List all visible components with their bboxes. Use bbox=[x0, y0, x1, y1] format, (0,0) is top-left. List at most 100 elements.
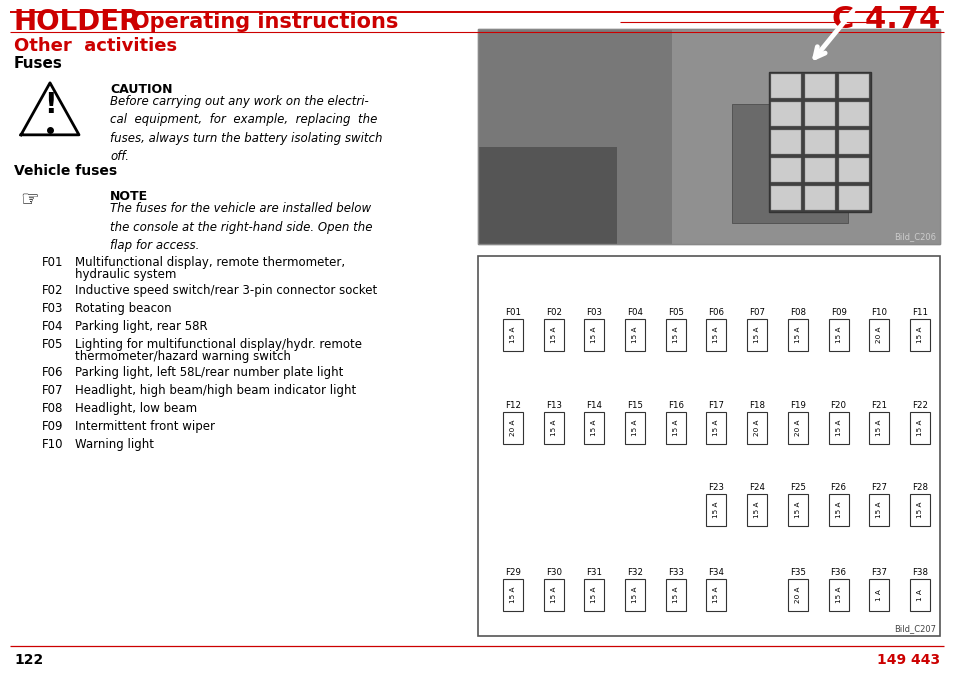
Text: F04: F04 bbox=[626, 308, 642, 317]
Text: F29: F29 bbox=[504, 568, 520, 577]
Bar bbox=[868, 494, 888, 526]
Text: 15 A: 15 A bbox=[916, 420, 923, 436]
Bar bbox=[502, 579, 522, 611]
Bar bbox=[584, 319, 604, 351]
Text: 20 A: 20 A bbox=[794, 587, 801, 603]
Text: F01: F01 bbox=[504, 308, 520, 317]
Bar bbox=[543, 319, 563, 351]
Bar bbox=[828, 494, 848, 526]
Bar bbox=[477, 147, 616, 244]
Text: F07: F07 bbox=[42, 384, 64, 397]
Text: F33: F33 bbox=[667, 568, 683, 577]
Bar bbox=[746, 494, 766, 526]
Text: 122: 122 bbox=[14, 653, 43, 667]
Text: F28: F28 bbox=[911, 483, 927, 492]
Text: 15 A: 15 A bbox=[916, 501, 923, 518]
Text: F13: F13 bbox=[545, 401, 561, 410]
Bar bbox=[909, 319, 929, 351]
Text: F06: F06 bbox=[708, 308, 723, 317]
Bar bbox=[909, 494, 929, 526]
Bar bbox=[828, 319, 848, 351]
Text: F22: F22 bbox=[911, 401, 927, 410]
Text: 15 A: 15 A bbox=[713, 587, 719, 603]
Bar bbox=[787, 319, 807, 351]
Text: F03: F03 bbox=[586, 308, 601, 317]
Text: The fuses for the vehicle are installed below
the console at the right-hand side: The fuses for the vehicle are installed … bbox=[110, 202, 372, 252]
Text: Lighting for multifunctional display/hydr. remote: Lighting for multifunctional display/hyd… bbox=[75, 338, 361, 351]
Text: Intermittent front wiper: Intermittent front wiper bbox=[75, 420, 214, 433]
Text: 15 A: 15 A bbox=[672, 587, 679, 603]
Text: Inductive speed switch/rear 3-pin connector socket: Inductive speed switch/rear 3-pin connec… bbox=[75, 284, 376, 297]
Bar bbox=[624, 579, 644, 611]
Bar bbox=[838, 130, 868, 154]
Text: F37: F37 bbox=[870, 568, 886, 577]
Bar bbox=[584, 412, 604, 444]
Text: CAUTION: CAUTION bbox=[110, 83, 172, 96]
Bar bbox=[868, 319, 888, 351]
Text: Parking light, rear 58R: Parking light, rear 58R bbox=[75, 320, 208, 333]
Bar bbox=[477, 29, 671, 244]
Text: 1 A: 1 A bbox=[916, 589, 923, 601]
Bar bbox=[804, 158, 834, 182]
Text: hydraulic system: hydraulic system bbox=[75, 268, 176, 281]
Text: 15 A: 15 A bbox=[835, 501, 841, 518]
Bar bbox=[787, 579, 807, 611]
Text: 15 A: 15 A bbox=[591, 327, 597, 343]
Text: F08: F08 bbox=[42, 402, 63, 415]
Text: F27: F27 bbox=[870, 483, 886, 492]
Text: F17: F17 bbox=[708, 401, 723, 410]
Bar bbox=[624, 319, 644, 351]
Bar bbox=[731, 104, 846, 222]
Bar bbox=[665, 412, 685, 444]
Bar bbox=[868, 412, 888, 444]
Text: Rotating beacon: Rotating beacon bbox=[75, 302, 172, 315]
Bar bbox=[477, 29, 939, 244]
Bar bbox=[665, 579, 685, 611]
Bar bbox=[624, 412, 644, 444]
Text: 15 A: 15 A bbox=[510, 327, 516, 343]
Bar bbox=[746, 319, 766, 351]
Bar bbox=[502, 412, 522, 444]
Text: Headlight, low beam: Headlight, low beam bbox=[75, 402, 197, 415]
Bar bbox=[909, 579, 929, 611]
Text: F36: F36 bbox=[830, 568, 845, 577]
Text: F14: F14 bbox=[586, 401, 601, 410]
Text: 15 A: 15 A bbox=[754, 501, 760, 518]
Text: 149 443: 149 443 bbox=[876, 653, 939, 667]
Text: 15 A: 15 A bbox=[713, 420, 719, 436]
Text: 15 A: 15 A bbox=[550, 327, 557, 343]
Text: Operating instructions: Operating instructions bbox=[132, 12, 398, 32]
Text: F04: F04 bbox=[42, 320, 64, 333]
Text: 15 A: 15 A bbox=[510, 587, 516, 603]
Text: 15 A: 15 A bbox=[591, 420, 597, 436]
Text: 20 A: 20 A bbox=[876, 327, 882, 343]
Bar bbox=[543, 412, 563, 444]
Polygon shape bbox=[21, 83, 79, 135]
Text: thermometer/hazard warning switch: thermometer/hazard warning switch bbox=[75, 350, 291, 363]
Text: 15 A: 15 A bbox=[550, 420, 557, 436]
Bar bbox=[665, 319, 685, 351]
Bar bbox=[706, 494, 726, 526]
Text: F21: F21 bbox=[870, 401, 886, 410]
Text: F31: F31 bbox=[586, 568, 601, 577]
Text: 1 A: 1 A bbox=[876, 589, 882, 601]
Text: Parking light, left 58L/rear number plate light: Parking light, left 58L/rear number plat… bbox=[75, 366, 343, 379]
Text: F35: F35 bbox=[789, 568, 805, 577]
Text: F18: F18 bbox=[748, 401, 764, 410]
Text: 20 A: 20 A bbox=[510, 420, 516, 436]
Text: F03: F03 bbox=[42, 302, 63, 315]
Bar bbox=[828, 412, 848, 444]
Text: F26: F26 bbox=[830, 483, 845, 492]
Text: 15 A: 15 A bbox=[876, 420, 882, 436]
Text: 15 A: 15 A bbox=[632, 327, 638, 343]
Bar bbox=[770, 74, 801, 98]
Text: Bild_C207: Bild_C207 bbox=[893, 624, 935, 633]
Text: 15 A: 15 A bbox=[835, 420, 841, 436]
Text: F09: F09 bbox=[830, 308, 845, 317]
Bar bbox=[838, 186, 868, 210]
Text: Before carrying out any work on the electri-
cal  equipment,  for  example,  rep: Before carrying out any work on the elec… bbox=[110, 95, 382, 164]
Text: F34: F34 bbox=[708, 568, 723, 577]
Text: 15 A: 15 A bbox=[754, 327, 760, 343]
Bar bbox=[838, 158, 868, 182]
Text: F02: F02 bbox=[545, 308, 561, 317]
